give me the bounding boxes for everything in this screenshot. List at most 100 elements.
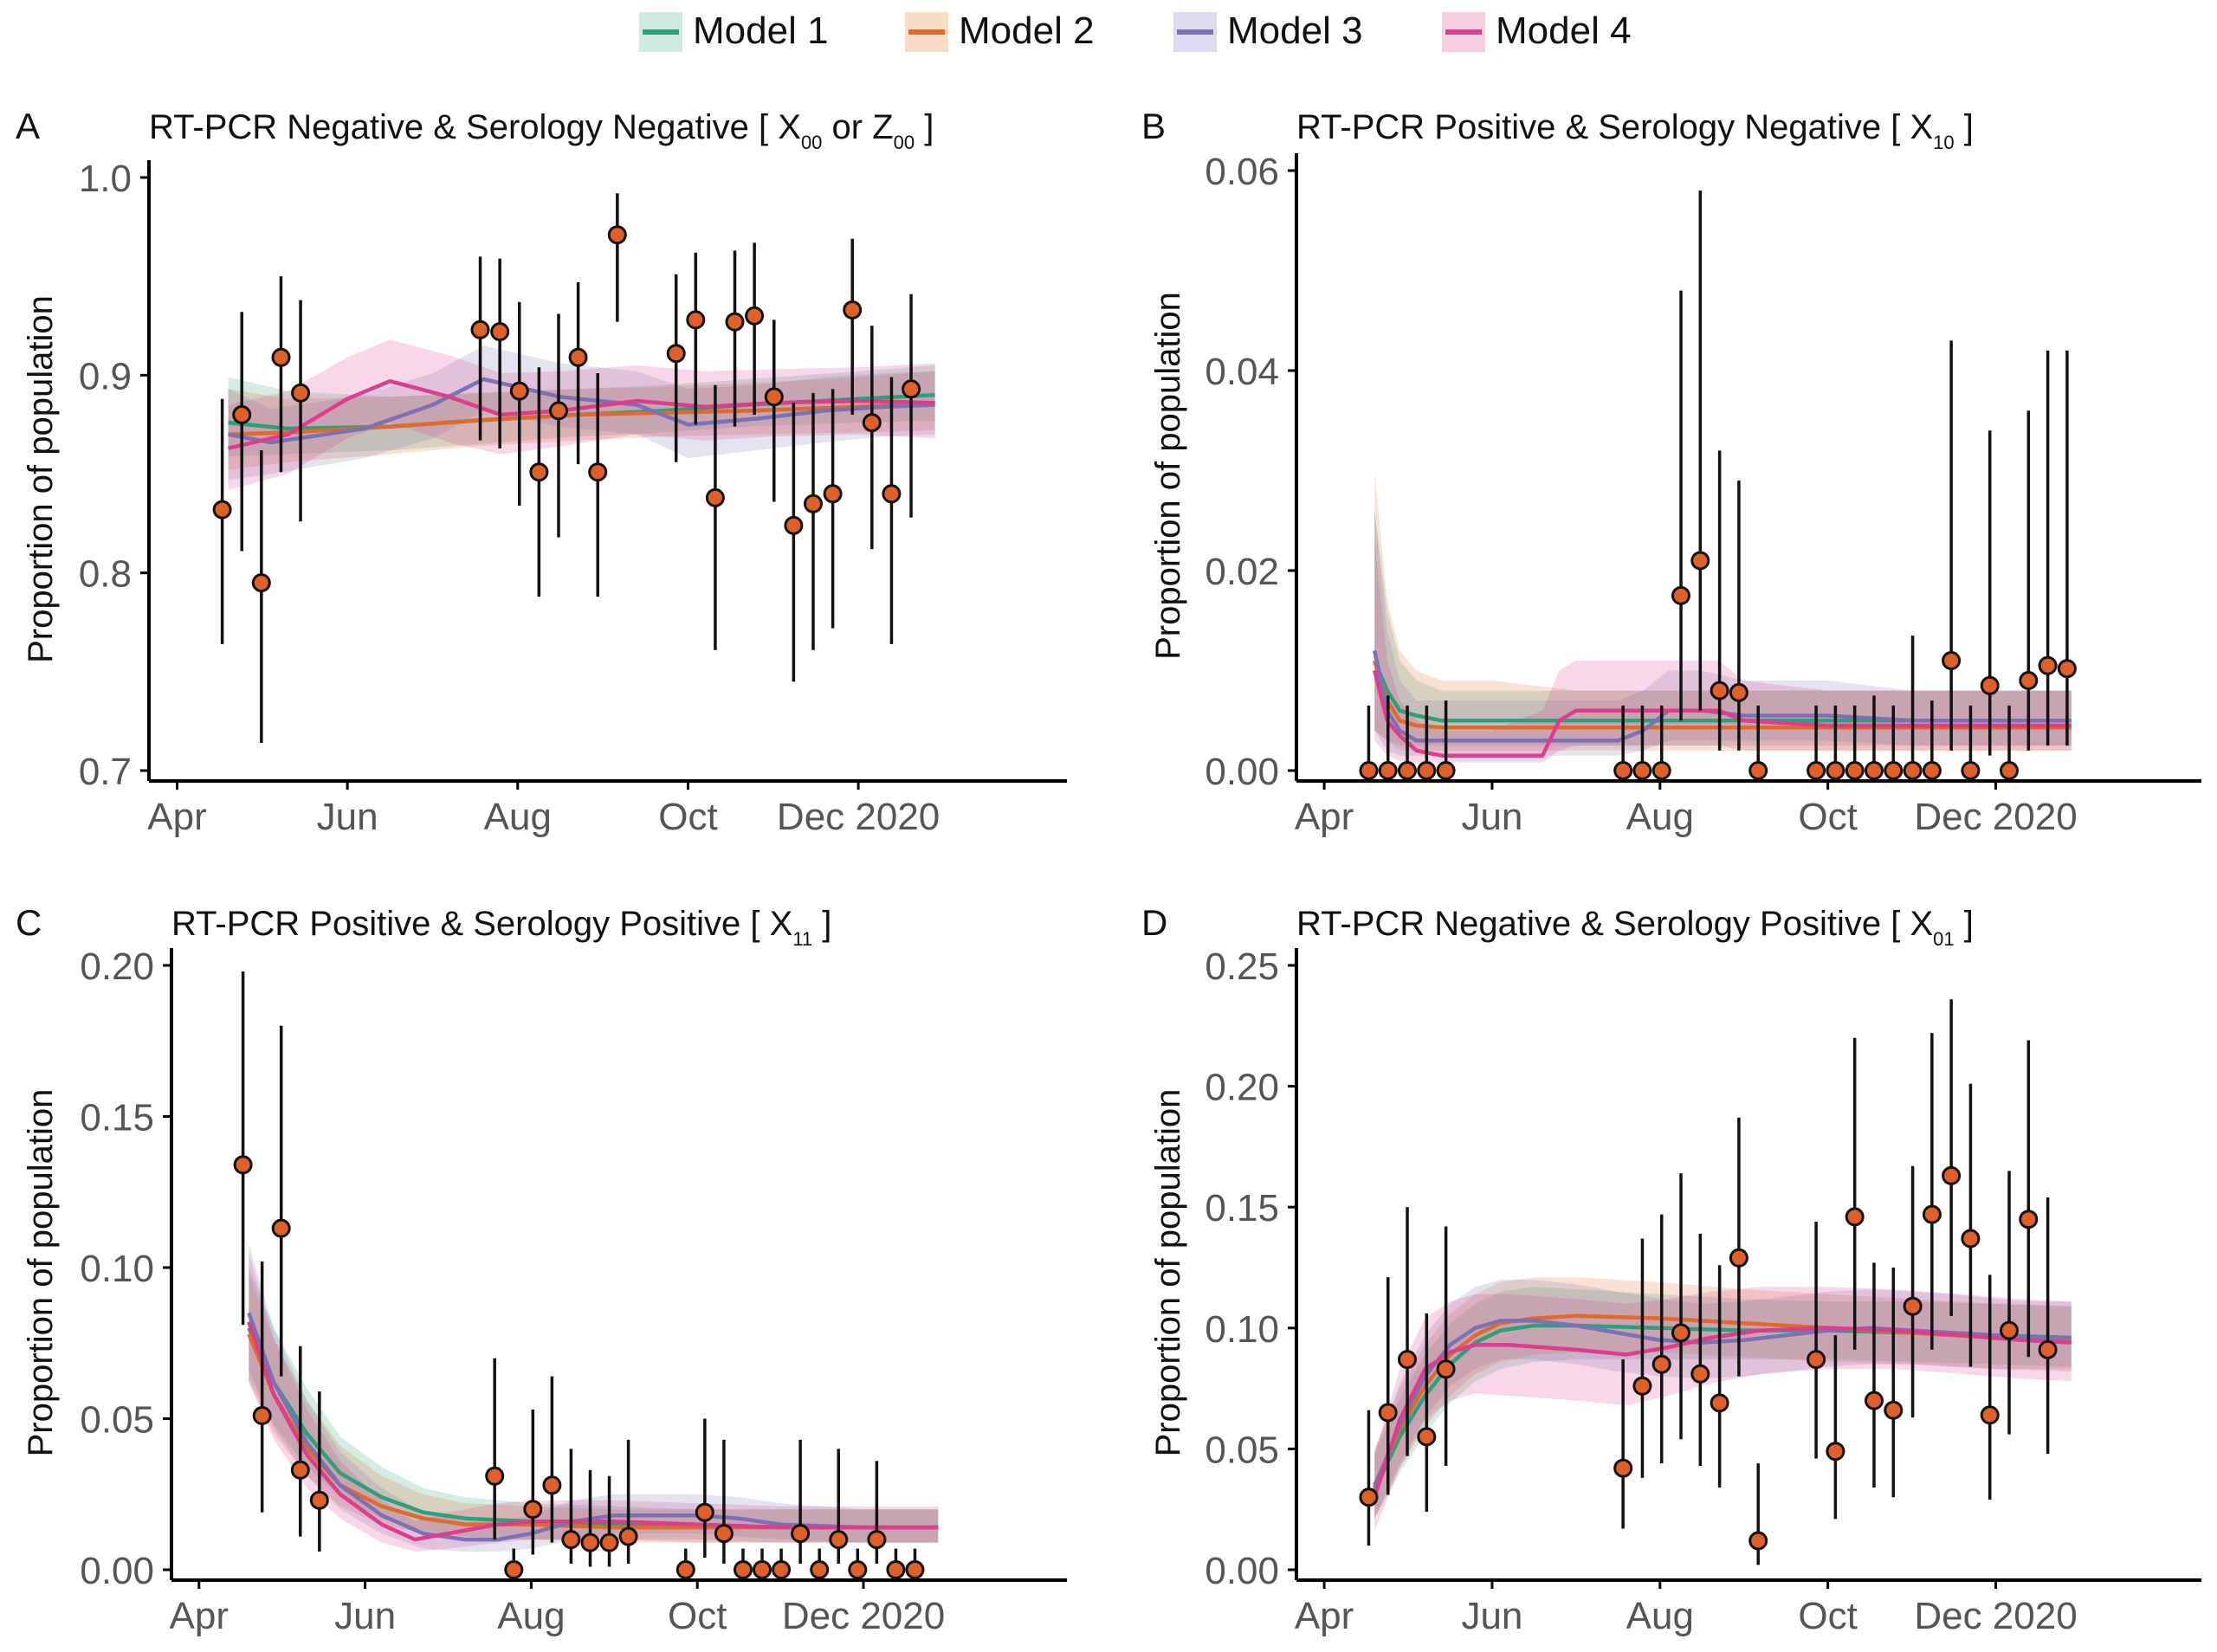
observation-point <box>504 1560 524 1579</box>
x-tick-label: Oct <box>658 796 717 838</box>
y-tick-label: 0.25 <box>1205 945 1279 988</box>
observation-point <box>523 1500 543 1520</box>
observation-point <box>1807 1350 1826 1370</box>
observation-point <box>309 1490 329 1510</box>
panel-title-part: 01 <box>1933 928 1954 950</box>
x-tick-label: Dec 2020 <box>1914 796 2077 838</box>
observation-point <box>1729 1248 1748 1268</box>
observation-point <box>2038 655 2058 675</box>
observation-point <box>1845 1207 1865 1227</box>
y-tick-label: 0.20 <box>80 945 154 988</box>
observation-point <box>252 1406 272 1425</box>
y-tick-label: 0.7 <box>79 751 132 793</box>
ribbon-model-1 <box>228 365 935 456</box>
observation-point <box>1632 761 1652 780</box>
x-tick-label: Jun <box>334 1595 396 1637</box>
observation-point <box>212 500 232 519</box>
panel-title-part: or Z <box>822 108 893 146</box>
observation-point <box>753 1560 772 1579</box>
series-line-model-4 <box>227 378 935 450</box>
observation-point <box>470 319 490 339</box>
observation-point <box>772 1560 792 1579</box>
observation-point <box>1613 761 1633 780</box>
observation-point <box>1651 1354 1671 1374</box>
x-tick-label: Aug <box>1626 796 1694 838</box>
observation-point <box>1359 1487 1379 1507</box>
ribbon-model-4 <box>1374 540 2072 763</box>
panel-letter: A <box>16 106 40 146</box>
observation-point <box>1748 1531 1768 1551</box>
observation-point <box>509 381 529 401</box>
observation-point <box>882 484 902 504</box>
observation-point <box>232 405 252 424</box>
observation-point <box>867 1530 887 1550</box>
observation-point <box>1690 1364 1710 1384</box>
x-tick-label: Jun <box>1461 1595 1522 1637</box>
observation-point <box>291 383 311 403</box>
observation-point <box>1865 761 1884 780</box>
y-axis-label: Proportion of population <box>22 295 60 663</box>
panel-title: RT-PCR Positive & Serology Negative [ X1… <box>1296 108 1974 153</box>
observation-point <box>823 484 843 504</box>
panel-b: B RT-PCR Positive & Serology Negative [ X… <box>1141 106 2201 838</box>
observation-point <box>580 1533 600 1552</box>
x-tick-label: Dec 2020 <box>1914 1595 2077 1637</box>
observation-point <box>618 1526 638 1546</box>
x-tick-label: Jun <box>1461 796 1522 838</box>
observation-point <box>251 573 271 593</box>
legend-label-model-4: Model 4 <box>1496 10 1632 52</box>
panel-title-part: ] <box>1955 905 1974 943</box>
y-tick-label: 0.8 <box>79 553 132 596</box>
panel-title-part: RT-PCR Positive & Serology Negative [ X <box>1296 108 1933 146</box>
observation-point <box>1903 1296 1923 1316</box>
panel-title: RT-PCR Negative & Serology Negative [ X0… <box>149 108 934 153</box>
observation-point <box>599 1533 619 1552</box>
observation-point <box>529 462 549 482</box>
ribbon-model-3 <box>1374 510 2072 756</box>
observation-point <box>725 312 745 332</box>
ribbon-model-3 <box>249 1243 939 1552</box>
panel-title: RT-PCR Negative & Serology Positive [ X0… <box>1296 905 1974 950</box>
observation-point <box>804 494 823 513</box>
panel-title-part: ] <box>915 108 934 146</box>
observation-point <box>714 1524 734 1544</box>
observation-point <box>666 344 686 364</box>
observation-point <box>1651 761 1671 780</box>
panel-letter: B <box>1141 106 1166 146</box>
observation-point <box>1613 1458 1633 1478</box>
observation-point <box>485 1466 505 1486</box>
observation-point <box>1961 1229 1981 1249</box>
observation-point <box>1710 681 1729 700</box>
observation-point <box>862 413 882 433</box>
observation-point <box>1922 761 1942 780</box>
observation-point <box>1961 761 1981 780</box>
x-tick-label: Oct <box>668 1595 727 1637</box>
x-tick-label: Aug <box>484 796 552 838</box>
x-tick-label: Aug <box>497 1595 565 1637</box>
x-tick-label: Dec 2020 <box>777 796 940 838</box>
observation-point <box>1922 1204 1942 1224</box>
observation-point <box>1826 761 1845 780</box>
x-tick-label: Apr <box>1295 1595 1354 1637</box>
y-tick-label: 0.00 <box>80 1550 154 1592</box>
y-tick-label: 0.00 <box>1205 751 1279 793</box>
panel-a: A RT-PCR Negative & Serology Negative [ X… <box>16 106 1067 838</box>
observation-point <box>1942 651 1962 670</box>
panel-title-part: 00 <box>801 132 822 153</box>
observation-point <box>902 379 921 399</box>
observation-point <box>2038 1339 2058 1359</box>
observation-point <box>1398 1350 1417 1370</box>
y-tick-label: 0.15 <box>1205 1187 1279 1229</box>
ribbon-model-2 <box>228 371 935 470</box>
panel-title-part: RT-PCR Negative & Serology Positive [ X <box>1296 905 1933 943</box>
y-tick-label: 0.10 <box>1205 1308 1279 1351</box>
ribbon-model-1 <box>249 1268 939 1543</box>
observation-point <box>791 1524 811 1544</box>
observation-point <box>745 306 765 326</box>
ribbon-model-2 <box>249 1274 939 1543</box>
observation-point <box>271 1218 291 1238</box>
panel-title-part: ] <box>1955 108 1974 146</box>
observation-point <box>905 1560 925 1579</box>
